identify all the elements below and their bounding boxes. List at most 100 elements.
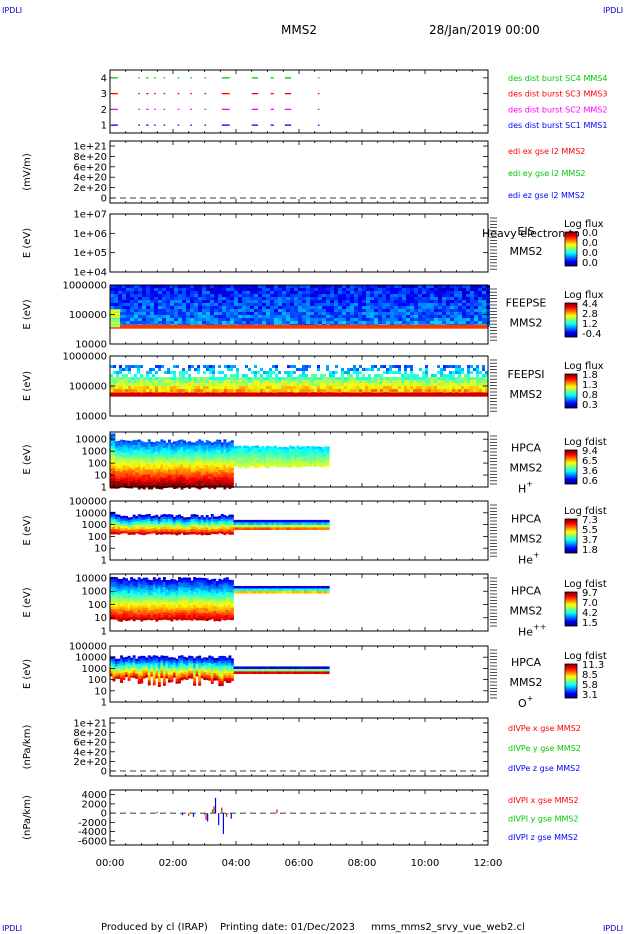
spectrogram-cell <box>202 312 206 315</box>
spectrogram-cell <box>135 445 139 448</box>
spectrogram-cell <box>215 457 219 460</box>
spectrogram-cell <box>157 481 161 485</box>
spectrogram-cell <box>394 294 398 297</box>
spectrogram-cell <box>225 445 229 448</box>
spectrogram-cell <box>110 586 113 590</box>
spectrogram-cell <box>470 306 474 309</box>
colorbar-cell <box>565 387 577 389</box>
spectrogram-cell <box>266 315 270 318</box>
spectrogram-cell <box>382 318 386 321</box>
spectrogram-cell <box>305 374 308 378</box>
spectrogram-cell <box>170 449 174 453</box>
spectrogram-cell <box>112 524 116 527</box>
spectrogram-cell <box>344 380 347 384</box>
spectrogram-cell <box>183 517 186 521</box>
spectrogram-cell <box>402 315 406 318</box>
spectrogram-cell <box>225 526 229 529</box>
spectrogram-cell <box>173 365 176 369</box>
spectrogram-cell <box>147 486 151 490</box>
spectrogram-cell <box>215 439 219 443</box>
spectrogram-cell <box>110 291 114 294</box>
spectrogram-cell <box>180 479 184 483</box>
spectrogram-cell <box>210 457 214 461</box>
spectrogram-cell <box>293 386 296 390</box>
colorbar-cell <box>565 406 577 408</box>
spectrogram-cell <box>398 306 402 309</box>
spectrogram-cell <box>218 312 222 315</box>
spectrogram-cell <box>210 462 214 466</box>
spectrogram-cell <box>208 473 212 477</box>
spectrogram-cell <box>273 463 277 466</box>
spectrogram-cell <box>296 465 300 469</box>
spectrogram-cell <box>167 368 170 372</box>
spectrogram-cell <box>117 468 121 471</box>
spectrogram-cell <box>251 389 254 393</box>
spectrogram-cell <box>407 374 410 378</box>
colorbar-cell <box>565 459 577 461</box>
spectrogram-cell <box>122 321 126 324</box>
spectrogram-cell <box>306 303 310 306</box>
spectrogram-cell <box>206 368 209 372</box>
spectrogram-cell <box>282 303 286 306</box>
spectrogram-cell <box>251 463 255 467</box>
spectrogram-cell <box>206 389 209 393</box>
spectrogram-cell <box>298 306 302 309</box>
spectrogram-cell <box>266 300 270 303</box>
spectrogram-cell <box>443 389 446 393</box>
spectrogram-cell <box>282 291 286 294</box>
spectrogram-cell <box>283 451 287 455</box>
spectrogram-cell <box>200 448 204 451</box>
spectrogram-cell <box>346 309 350 312</box>
spectrogram-cell <box>478 288 482 291</box>
spectrogram-cell <box>185 454 189 458</box>
spectrogram-cell <box>230 386 233 390</box>
spectrogram-cell <box>306 285 310 288</box>
spectrogram-cell <box>180 481 184 485</box>
spectrogram-cell <box>127 529 131 533</box>
spectrogram-cell <box>454 300 458 303</box>
spectrogram-cell <box>362 380 365 384</box>
spectrogram-cell <box>431 386 434 390</box>
spectrogram-cell <box>130 522 134 525</box>
spectrogram-cell <box>126 315 130 318</box>
spectrogram-cell <box>311 524 315 528</box>
spectrogram-cell <box>242 291 246 294</box>
spectrogram-cell <box>321 522 325 526</box>
spectrogram-cell <box>310 306 314 309</box>
spectrogram-cell <box>115 481 118 484</box>
colorbar-cell <box>565 236 577 238</box>
spectrogram-cell <box>440 374 443 378</box>
spectrogram-cell <box>210 465 214 468</box>
spectrogram-cell <box>286 454 290 458</box>
spectrogram-cell <box>155 514 159 518</box>
spectrogram-cell <box>317 377 320 381</box>
spectrogram-cell <box>311 377 314 381</box>
spectrogram-cell <box>183 483 186 486</box>
spectrogram-cell <box>165 524 169 528</box>
spectrogram-cell <box>251 450 255 454</box>
spectrogram-cell <box>213 444 217 447</box>
spectrogram-cell <box>218 454 222 458</box>
spectrogram-cell <box>146 377 149 381</box>
spectrogram-cell <box>140 389 143 393</box>
spectrogram-cell <box>317 380 320 384</box>
spectrogram-cell <box>130 473 134 476</box>
spectrogram-cell <box>482 389 485 393</box>
spectrogram-cell <box>215 444 219 448</box>
spectrogram-cell <box>306 453 310 457</box>
spectrogram-cell <box>482 321 486 324</box>
spectrogram-cell <box>299 380 302 384</box>
spectrogram-cell <box>330 303 334 306</box>
spectrogram-cell <box>294 288 298 291</box>
spectrogram-cell <box>476 368 479 372</box>
colorbar-cell <box>565 255 577 257</box>
spectrogram-cell <box>137 461 141 465</box>
spectrogram-cell <box>354 309 358 312</box>
spectrogram-cell <box>188 443 192 447</box>
spectrogram-cell <box>458 368 461 372</box>
spectrogram-cell <box>233 365 236 369</box>
spectrogram-cell <box>166 294 170 297</box>
spectrogram-cell <box>354 294 358 297</box>
spectrogram-cell <box>386 306 390 309</box>
